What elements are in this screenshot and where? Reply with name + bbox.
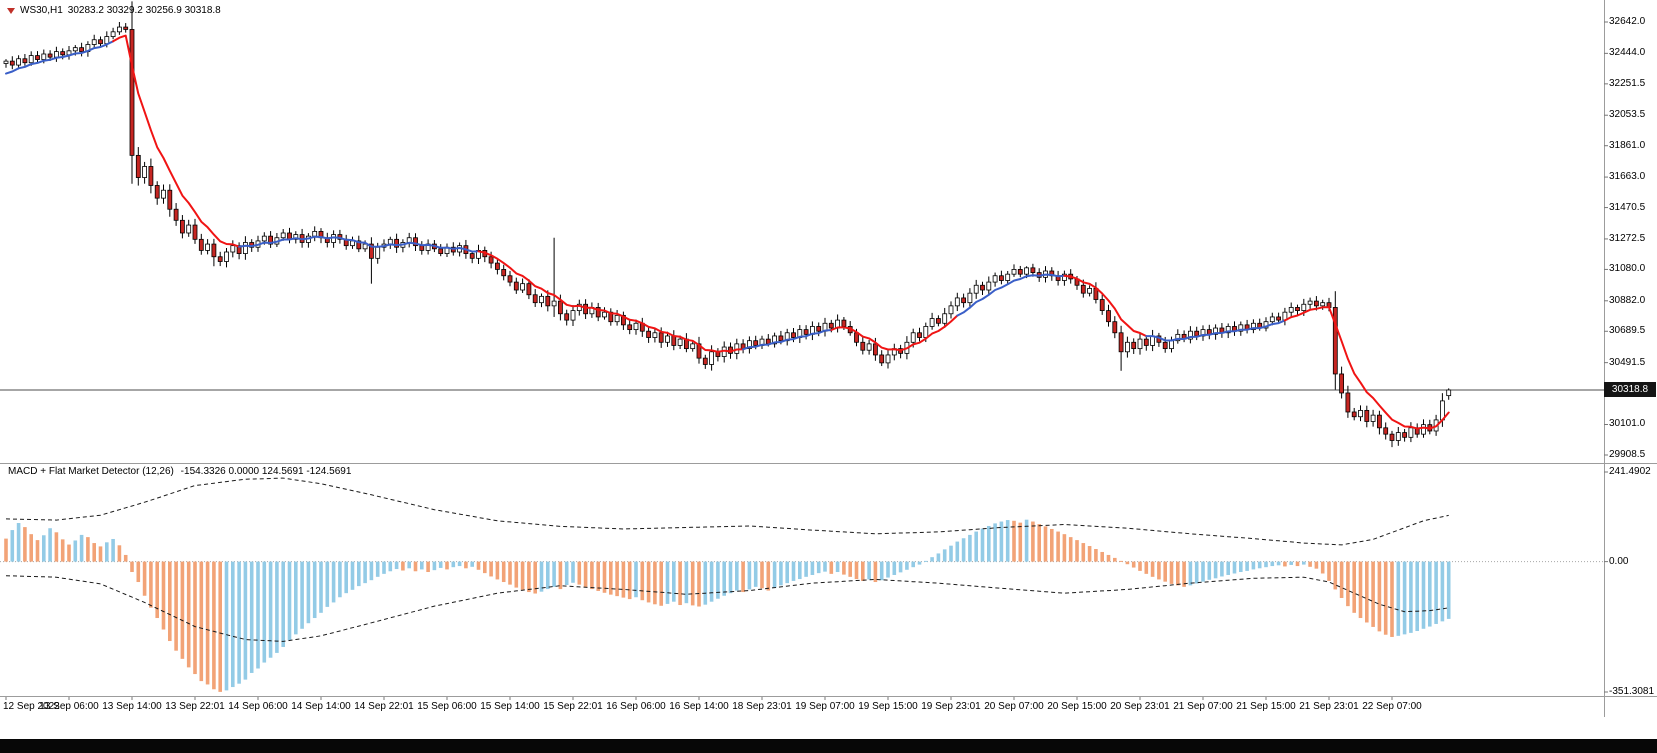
time-axis-label: 22 Sep 07:00 (1362, 701, 1422, 712)
price-axis-label: 29908.5 (1609, 448, 1646, 460)
time-axis-label: 19 Sep 23:01 (921, 701, 981, 712)
price-axis-label: 32053.5 (1609, 109, 1646, 121)
time-scale[interactable]: 12 Sep 2022 13 Sep 06:00 13 Sep 14:00 13 Se… (0, 699, 1604, 715)
price-axis-label: 32444.0 (1609, 47, 1646, 59)
indicator-label: MACD + Flat Market Detector (12,26) -154… (8, 466, 355, 477)
chart-symbol-period: WS30,H1 (20, 5, 63, 16)
chart-title: WS30,H1 30283.2 30329.2 30256.9 30318.8 (7, 5, 221, 16)
price-axis-label: 31080.0 (1609, 263, 1646, 275)
time-axis-label: 16 Sep 14:00 (669, 701, 729, 712)
price-axis-label: 31272.5 (1609, 232, 1646, 244)
price-axis-label: 32642.0 (1609, 16, 1646, 27)
current-price-badge: 30318.8 (1604, 382, 1656, 398)
time-axis-label: 19 Sep 07:00 (795, 701, 855, 712)
time-axis-label: 20 Sep 07:00 (984, 701, 1044, 712)
price-scale[interactable]: 32642.0 32444.0 32251.5 32053.5 31861.0 31663… (1605, 0, 1657, 739)
lower-band-line (5, 575, 1449, 642)
price-axis-label: 32251.5 (1609, 77, 1646, 89)
price-axis-label: 30689.5 (1609, 325, 1646, 337)
time-axis-label: 19 Sep 15:00 (858, 701, 918, 712)
price-axis-label: 30882.0 (1609, 294, 1646, 306)
time-axis-label: 14 Sep 06:00 (228, 701, 288, 712)
time-axis-label: 21 Sep 15:00 (1236, 701, 1296, 712)
upper-band-line (5, 477, 1449, 546)
price-axis-label: 241.4902 (1609, 466, 1651, 477)
indicator-name: MACD + Flat Market Detector (12,26) (8, 466, 174, 477)
time-axis-label: 21 Sep 23:01 (1299, 701, 1359, 712)
price-axis-label: 0.00 (1609, 555, 1629, 567)
time-axis-label: 13 Sep 14:00 (102, 701, 162, 712)
time-axis-label: 15 Sep 14:00 (480, 701, 540, 712)
time-axis-label: 15 Sep 06:00 (417, 701, 477, 712)
indicator-values: -154.3326 0.0000 124.5691 -124.5691 (180, 466, 352, 477)
time-axis-label: 14 Sep 22:01 (354, 701, 414, 712)
price-axis-label: 31861.0 (1609, 139, 1646, 151)
candlesticks (3, 1, 1452, 448)
price-axis-label: -351.3081 (1609, 685, 1655, 697)
price-axis-label: 30491.5 (1609, 356, 1646, 368)
time-axis-label: 13 Sep 22:01 (165, 701, 225, 712)
time-axis-label: 16 Sep 06:00 (606, 701, 666, 712)
time-axis-label: 13 Sep 06:00 (39, 701, 99, 712)
time-axis-label: 18 Sep 23:01 (732, 701, 792, 712)
price-axis-label: 30101.0 (1609, 418, 1646, 430)
time-axis-label: 12 Sep 2022 (3, 701, 60, 712)
flat-market-ma-line (5, 34, 1450, 430)
price-axis-label: 31663.0 (1609, 171, 1646, 183)
chart-symbol-icon (7, 7, 15, 14)
time-axis-label: 20 Sep 23:01 (1110, 701, 1170, 712)
time-axis-label: 15 Sep 22:01 (543, 701, 603, 712)
price-axis-label: 31470.5 (1609, 201, 1646, 213)
taskbar-strip (0, 739, 1657, 753)
chart-ohlc-values: 30283.2 30329.2 30256.9 30318.8 (67, 5, 221, 16)
time-axis-label: 21 Sep 07:00 (1173, 701, 1233, 712)
time-axis-label: 14 Sep 14:00 (291, 701, 351, 712)
time-axis-label: 20 Sep 15:00 (1047, 701, 1107, 712)
macd-histogram (4, 519, 1451, 692)
